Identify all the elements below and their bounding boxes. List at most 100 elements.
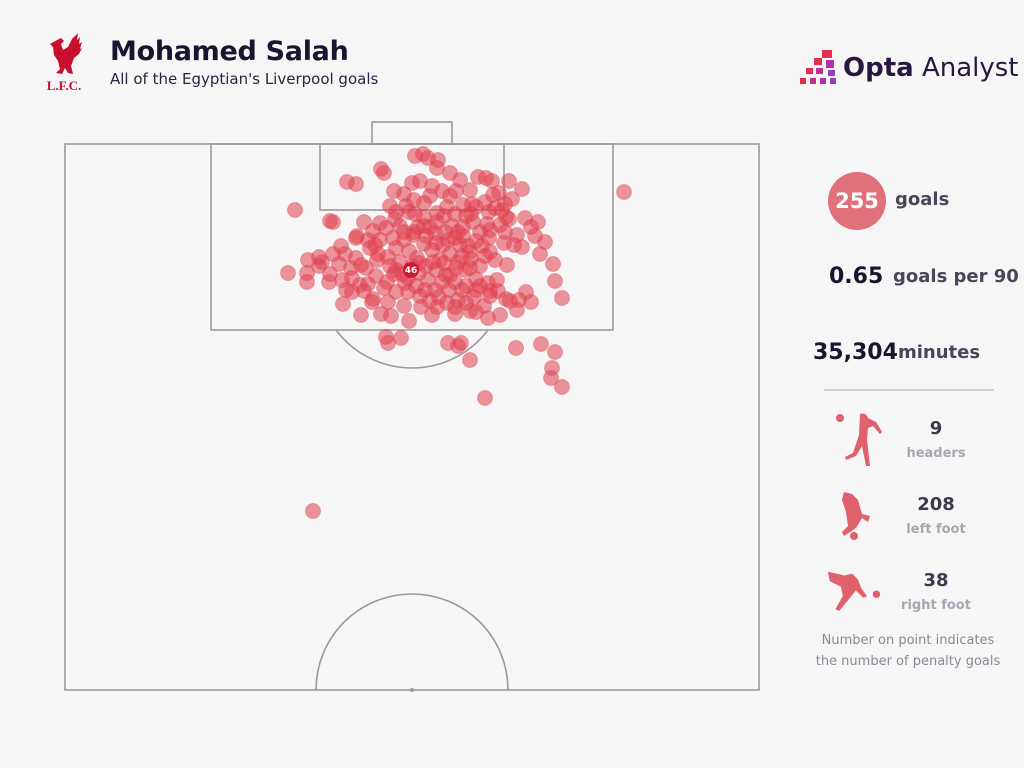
goal-dot bbox=[401, 313, 417, 329]
goal-dot bbox=[450, 224, 466, 240]
goal-dot bbox=[427, 225, 443, 241]
goal-dot bbox=[497, 196, 513, 212]
goal-dot bbox=[442, 188, 458, 204]
goal-dot bbox=[348, 250, 364, 266]
goal-dot bbox=[517, 210, 533, 226]
penalty-count-label: 46 bbox=[405, 266, 418, 276]
goal-dot bbox=[393, 330, 409, 346]
penalty-marker: 46 bbox=[403, 262, 419, 278]
goal-dot bbox=[508, 340, 524, 356]
goal-dot bbox=[434, 274, 450, 290]
goal-dot bbox=[532, 246, 548, 262]
lfc-crest-logo: L.F.C. bbox=[47, 33, 82, 93]
goal-dot bbox=[382, 258, 398, 274]
left-foot-player-icon bbox=[842, 492, 870, 540]
goal-dot bbox=[383, 308, 399, 324]
goal-dot bbox=[311, 258, 327, 274]
penalty-note-line-1: Number on point indicates bbox=[821, 633, 995, 648]
goal-dot bbox=[440, 232, 456, 248]
left-foot-value: 208 bbox=[917, 494, 955, 515]
goal-dot bbox=[468, 282, 484, 298]
goal-dot bbox=[458, 208, 474, 224]
goal-dot bbox=[380, 294, 396, 310]
goal-dot bbox=[480, 275, 496, 291]
lfc-text: L.F.C. bbox=[47, 78, 82, 93]
goal-dot bbox=[358, 260, 374, 276]
goal-dot bbox=[474, 238, 490, 254]
goal-dot bbox=[334, 272, 350, 288]
goal-dots bbox=[280, 146, 632, 519]
goals-per-90-label: goals per 90 bbox=[893, 266, 1019, 287]
goal-dot bbox=[462, 352, 478, 368]
goal-dot bbox=[543, 370, 559, 386]
minutes-label: minutes bbox=[898, 342, 981, 363]
goal-dot bbox=[472, 258, 488, 274]
headers-label: headers bbox=[906, 446, 966, 461]
stats-divider bbox=[824, 389, 994, 391]
goal-dot bbox=[450, 338, 466, 354]
goal-dot bbox=[514, 181, 530, 197]
penalty-note-line-2: the number of penalty goals bbox=[815, 654, 1001, 669]
goal-dot bbox=[492, 217, 508, 233]
goal-dot bbox=[360, 276, 376, 292]
page-subtitle: All of the Egyptian's Liverpool goals bbox=[110, 70, 379, 88]
goal-dot bbox=[305, 503, 321, 519]
goal-dot bbox=[396, 298, 412, 314]
goal-dot bbox=[348, 176, 364, 192]
goal-dot bbox=[547, 273, 563, 289]
goal-dot bbox=[490, 283, 506, 299]
goal-dot bbox=[372, 215, 388, 231]
goal-dot bbox=[353, 307, 369, 323]
goal-dot bbox=[429, 299, 445, 315]
headers-value: 9 bbox=[929, 418, 943, 439]
goal bbox=[371, 121, 453, 145]
goals-label: goals bbox=[895, 189, 950, 210]
goal-dot bbox=[454, 282, 470, 298]
goal-dot bbox=[468, 304, 484, 320]
goal-dot bbox=[325, 214, 341, 230]
center-circle-arc bbox=[315, 593, 509, 691]
left-foot-label: left foot bbox=[906, 522, 966, 537]
goal-dot bbox=[413, 299, 429, 315]
goal-dot bbox=[477, 390, 493, 406]
goal-dot bbox=[364, 294, 380, 310]
goal-dot bbox=[280, 265, 296, 281]
goal-dot bbox=[533, 336, 549, 352]
goal-dot bbox=[287, 202, 303, 218]
goal-dot bbox=[545, 256, 561, 272]
goal-dot bbox=[527, 228, 543, 244]
right-foot-label: right foot bbox=[901, 598, 971, 613]
opta-analyst-logo-mark bbox=[800, 50, 836, 84]
goal-dot bbox=[369, 252, 385, 268]
opta-analyst-wordmark: Opta Analyst bbox=[843, 53, 1019, 83]
goal-dot bbox=[376, 165, 392, 181]
goal-dot bbox=[511, 292, 527, 308]
goal-dot bbox=[299, 274, 315, 290]
goals-per-90-value: 0.65 bbox=[829, 264, 884, 289]
goal-dot bbox=[401, 204, 417, 220]
goal-dot bbox=[447, 299, 463, 315]
goal-dot bbox=[616, 184, 632, 200]
header-player-icon bbox=[836, 413, 882, 466]
goal-dot bbox=[501, 173, 517, 189]
goal-dot bbox=[344, 284, 360, 300]
goal-dot bbox=[509, 227, 525, 243]
page-title: Mohamed Salah bbox=[110, 36, 349, 67]
minutes-value: 35,304 bbox=[813, 340, 898, 365]
goal-dot bbox=[547, 344, 563, 360]
goal-dot bbox=[452, 172, 468, 188]
goal-dot bbox=[477, 194, 493, 210]
goal-dot bbox=[416, 218, 432, 234]
goal-dot bbox=[362, 240, 378, 256]
brand-analyst: Analyst bbox=[913, 53, 1019, 83]
goal-dot bbox=[401, 243, 417, 259]
right-foot-player-icon bbox=[827, 571, 881, 611]
goal-dot bbox=[462, 182, 478, 198]
goal-dot bbox=[554, 290, 570, 306]
goal-dot bbox=[436, 208, 452, 224]
goal-dot bbox=[356, 214, 372, 230]
pitch-shot-map: 46 bbox=[64, 121, 760, 692]
penalty-arc bbox=[335, 329, 489, 369]
center-spot bbox=[410, 688, 414, 692]
brand-opta: Opta bbox=[843, 53, 914, 83]
